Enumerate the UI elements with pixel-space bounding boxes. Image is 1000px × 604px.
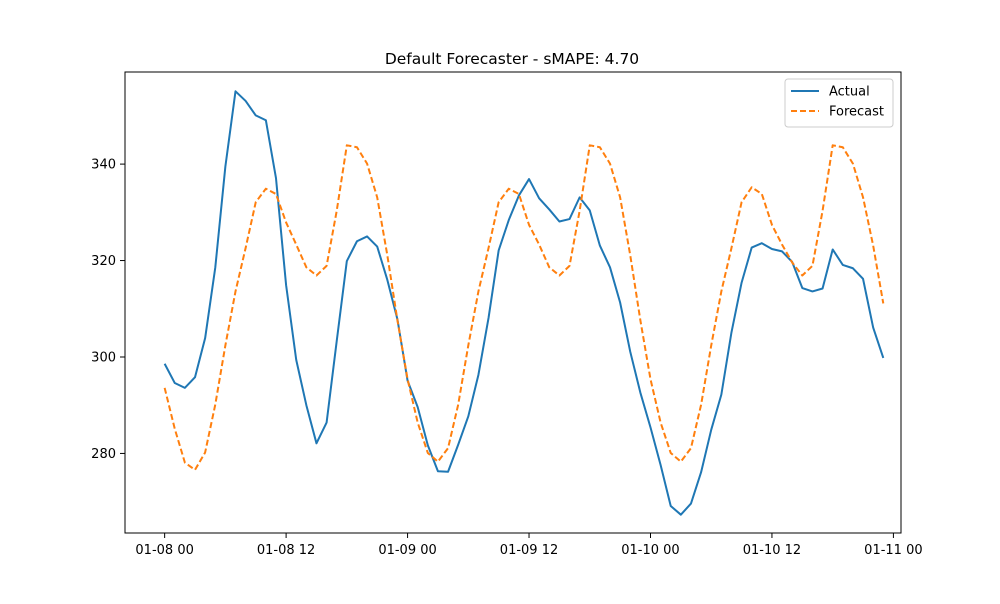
- x-tick-label: 01-09 12: [500, 543, 558, 558]
- x-tick-label: 01-09 00: [378, 543, 436, 558]
- x-tick-label: 01-11 00: [864, 543, 922, 558]
- x-tick-label: 01-08 12: [257, 543, 315, 558]
- axes-background: [125, 72, 901, 533]
- y-tick-label: 340: [91, 158, 116, 173]
- x-tick-label: 01-08 00: [135, 543, 193, 558]
- y-tick-label: 320: [91, 254, 116, 269]
- plot-area: 01-08 00 01-08 12 01-09 00 01-09 12 01-10 00…: [91, 71, 923, 558]
- chart-title: Default Forecaster - sMAPE: 4.70: [385, 50, 639, 68]
- x-tick-label: 01-10 12: [743, 543, 801, 558]
- series-line-actual: [163, 90, 885, 516]
- legend-label-forecast: Forecast: [829, 105, 884, 120]
- legend-label-actual: Actual: [829, 85, 870, 100]
- y-tick-label: 280: [91, 447, 116, 462]
- x-tick-label: 01-10 00: [621, 543, 679, 558]
- axes-frame: [124, 71, 902, 534]
- series-line-forecast: [163, 144, 885, 471]
- legend: Actual Forecast: [784, 78, 894, 128]
- y-tick-label: 300: [91, 350, 116, 365]
